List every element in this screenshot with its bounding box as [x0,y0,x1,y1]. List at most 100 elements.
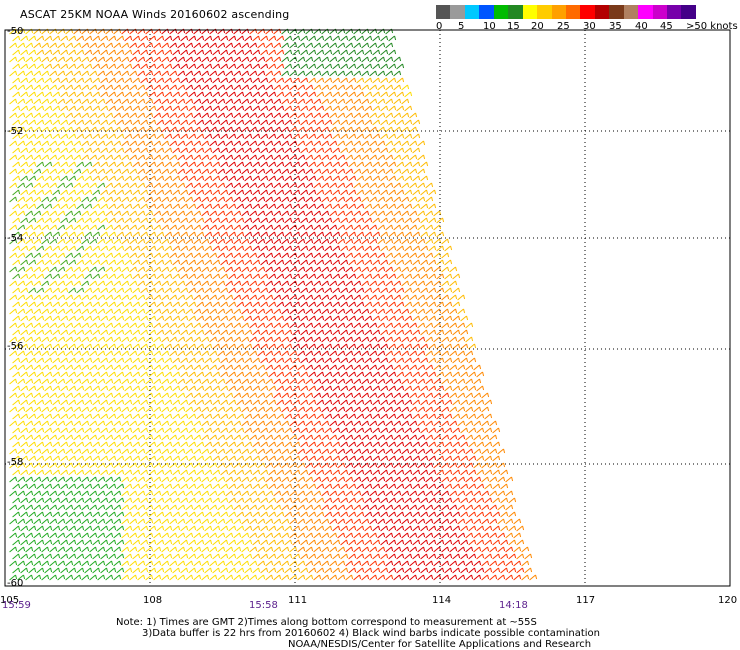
wind-barb [185,210,192,217]
wind-barb-flag [247,238,250,244]
wind-barb-flag [199,252,202,258]
wind-barb [217,98,224,105]
wind-barb-flag [402,315,405,321]
wind-barb-flag [31,126,34,132]
wind-barb-flag [47,70,50,76]
wind-barb-flag [50,259,53,265]
wind-barb [228,245,235,252]
wind-barb-flag [167,70,170,76]
wind-barb-flag [399,224,402,230]
wind-barb-flag [87,140,90,146]
wind-barb-flag [458,301,461,307]
wind-barb-flag [95,336,98,342]
wind-barb [204,329,211,336]
wind-barb [201,182,208,189]
wind-barb-flag [186,77,189,83]
wind-barb-flag [258,287,261,293]
wind-barb [345,182,352,189]
wind-barb [388,161,395,168]
wind-barb [276,315,283,322]
wind-barb [57,224,64,231]
wind-barb-flag [399,168,402,174]
wind-barb-flag [330,133,333,139]
wind-barb [121,294,128,301]
wind-barb [204,49,211,56]
wind-barb [449,266,456,273]
wind-barb-flag [170,105,173,111]
wind-barb [356,175,363,182]
wind-barb-flag [426,245,429,251]
wind-barb [188,217,195,224]
wind-barb-flag [242,231,245,237]
wind-barb [212,231,219,238]
wind-barb [108,133,115,140]
wind-barb-flag [330,77,333,83]
wind-barb-flag [63,210,66,216]
wind-barb-flag [410,189,413,195]
wind-barb [81,154,88,161]
wind-barb [284,175,291,182]
wind-barb [76,245,83,252]
wind-barb-flag [34,203,37,209]
wind-barb-flag [95,238,98,244]
wind-barb [60,35,67,42]
wind-barb [65,98,72,105]
wind-barb [116,91,123,98]
wind-barb-flag [154,259,157,265]
wind-barb-flag [319,196,322,202]
wind-barb-flag [154,91,157,97]
wind-barb [17,168,24,175]
wind-barb-flag [79,98,82,104]
wind-barb-flag [15,168,18,174]
wind-barb [241,266,248,273]
wind-barb [361,280,368,287]
wind-barb [28,189,35,196]
wind-barb [313,140,320,147]
wind-barb [169,308,176,315]
wind-barb-flag [87,252,90,258]
wind-barb [225,308,232,315]
wind-barb [404,343,411,350]
wind-barb-flag [151,224,154,230]
wind-barb-flag [191,154,194,160]
wind-barb-flag [362,77,365,83]
wind-barb [84,217,91,224]
wind-barb-flag [103,294,106,300]
wind-barb [361,266,368,273]
wind-barb [89,140,96,147]
wind-barb-flag [375,140,378,146]
wind-barb [140,189,147,196]
wind-barb [188,259,195,266]
wind-barb-flag [255,308,258,314]
wind-barb [241,70,248,77]
wind-barb-flag [402,329,405,335]
wind-barb [17,42,24,49]
wind-barb [33,308,40,315]
wind-barb-flag [47,224,50,230]
wind-barb [97,98,104,105]
wind-barb [324,119,331,126]
wind-barb-flag [250,77,253,83]
wind-barb [97,350,104,357]
wind-barb-flag [87,168,90,174]
wind-barb [257,126,264,133]
wind-barb [28,315,35,322]
wind-barb [393,112,400,119]
wind-barb [268,119,275,126]
wind-barb [385,70,392,77]
wind-barb-flag [218,77,221,83]
wind-barb [220,259,227,266]
wind-barb-flag [242,315,245,321]
wind-barb-flag [290,245,293,251]
wind-barb [236,329,243,336]
wind-barb-flag [255,238,258,244]
wind-barb-flag [39,238,42,244]
wind-barb [300,161,307,168]
wind-barb-flag [170,119,173,125]
wind-barb [172,203,179,210]
wind-barb-flag [258,273,261,279]
wind-barb [257,140,264,147]
wind-barb [241,280,248,287]
wind-barb-flag [151,238,154,244]
wind-barb-flag [250,231,253,237]
